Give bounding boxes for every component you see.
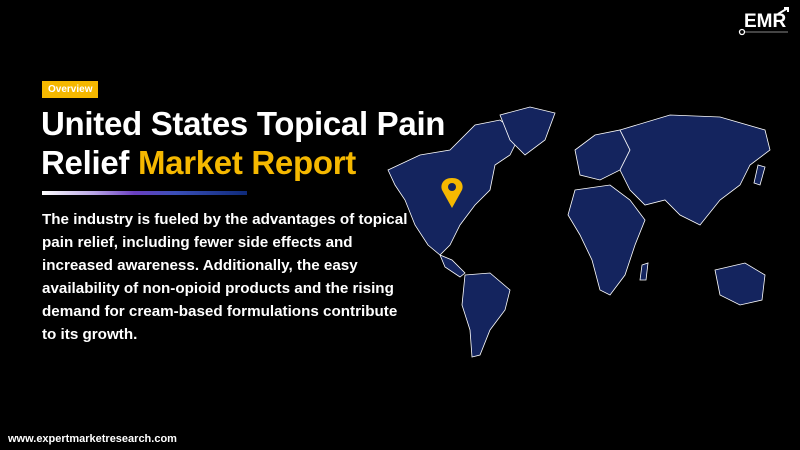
africa xyxy=(567,184,646,296)
australia xyxy=(714,262,766,306)
page-title: United States Topical Pain Relief Market… xyxy=(41,104,461,182)
greenland xyxy=(499,106,556,156)
description: The industry is fueled by the advantages… xyxy=(42,211,408,343)
overview-badge: Overview xyxy=(42,81,99,98)
location-pin-icon xyxy=(441,178,463,208)
emr-logo: EMR xyxy=(738,6,794,36)
south-america xyxy=(461,272,511,358)
central-america xyxy=(439,254,466,278)
title-line1: United States Topical Pain xyxy=(41,105,446,142)
japan xyxy=(753,164,766,186)
website-url[interactable]: www.expertmarketresearch.com xyxy=(8,433,177,445)
title-line2: Relief xyxy=(41,144,130,181)
gradient-divider xyxy=(42,191,247,195)
asia xyxy=(619,114,771,226)
svg-text:EMR: EMR xyxy=(744,11,787,32)
title-highlight: Market Report xyxy=(137,144,356,181)
madagascar xyxy=(639,262,649,281)
world-map xyxy=(387,106,771,358)
